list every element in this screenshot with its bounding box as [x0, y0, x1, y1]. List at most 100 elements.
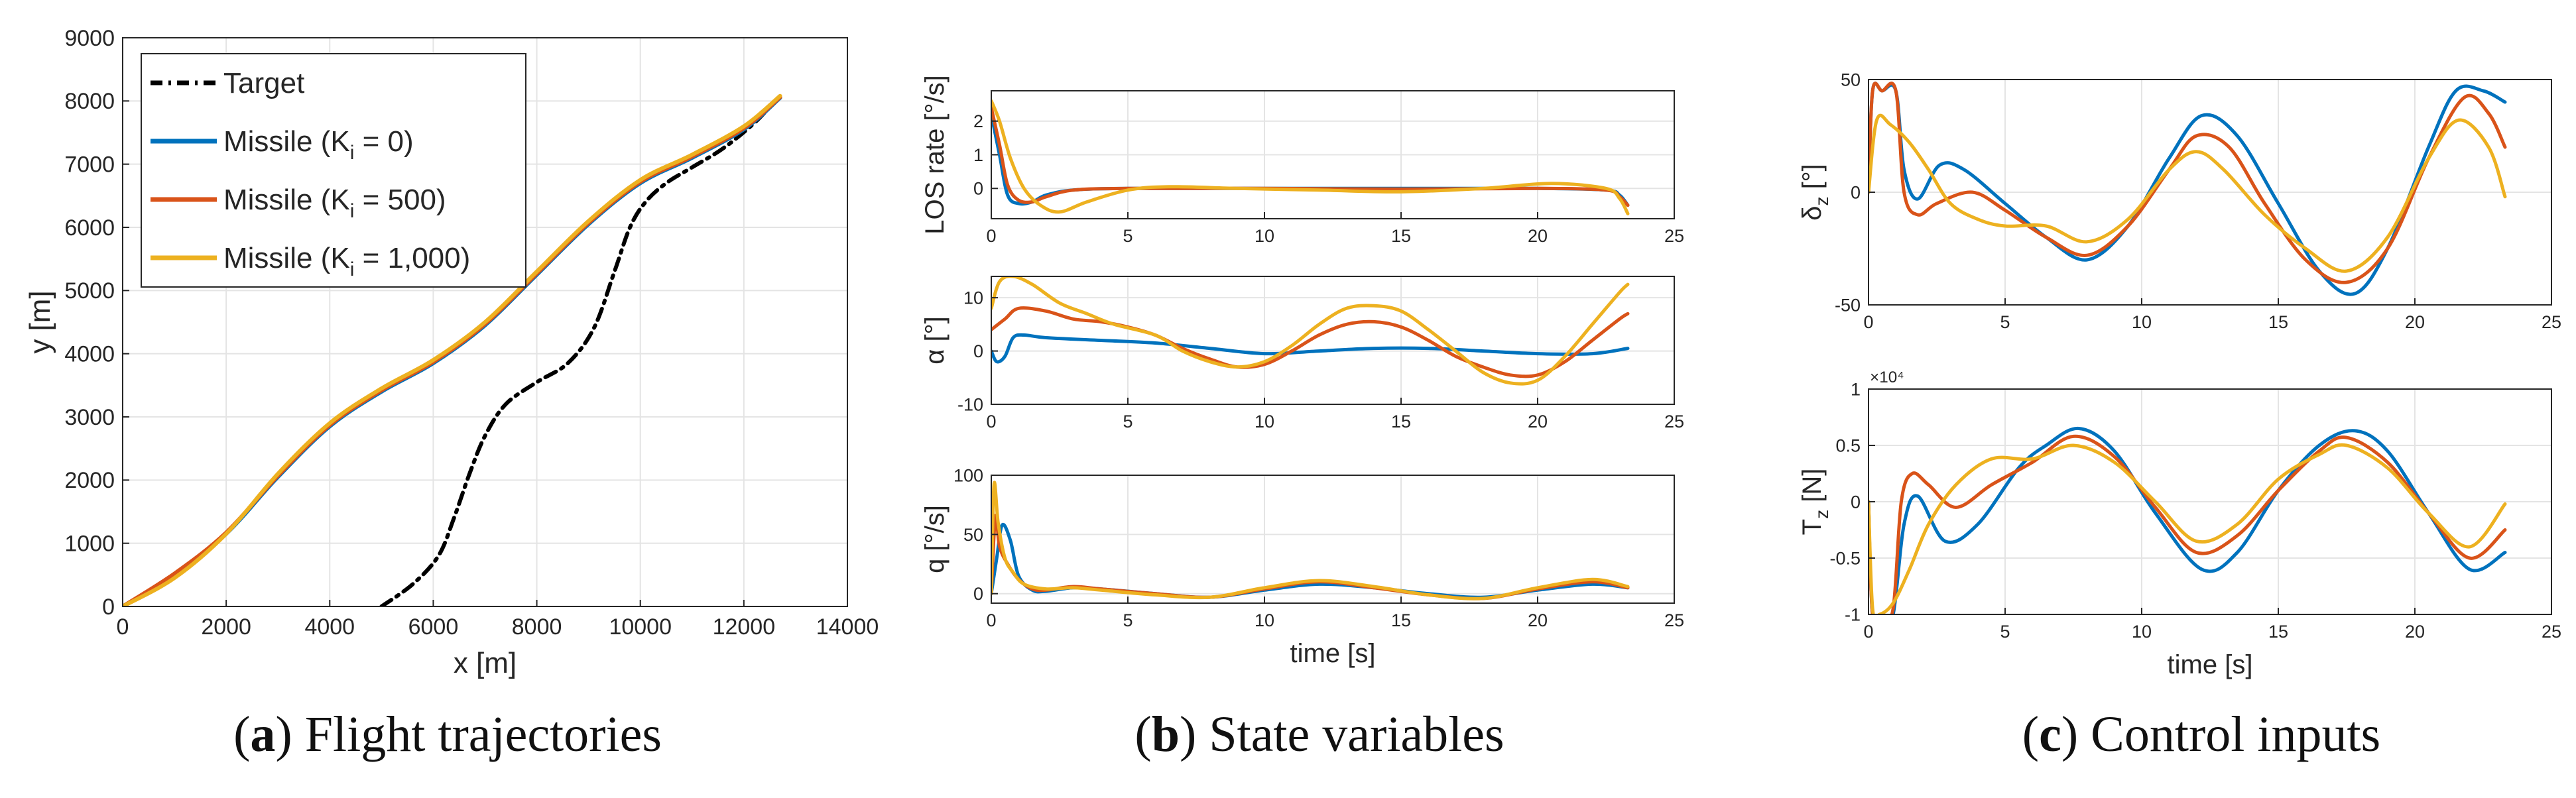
- x-tick-label: 4000: [304, 614, 355, 640]
- x-tick-label: 8000: [512, 614, 562, 640]
- axes-frame: [991, 475, 1675, 604]
- x-tick-label: 20: [2405, 312, 2425, 332]
- caption-a: (a) Flight trajectories: [233, 707, 662, 762]
- x-tick-label: 15: [1391, 610, 1411, 630]
- x-tick-label: 0: [1863, 312, 1873, 332]
- y-tick-label: 0: [1851, 492, 1861, 512]
- axes-frame: [991, 276, 1675, 405]
- x-tick-label: 10: [2132, 622, 2152, 642]
- x-tick-label: 5: [2000, 622, 2010, 642]
- y-axis-label: q [°/s]: [920, 505, 950, 573]
- legend-label-2: Missile (Ki = 500): [223, 184, 446, 222]
- legend: Target Missile (Ki = 0) Missile (Ki = 500)…: [141, 53, 526, 288]
- y-tick-label: 0: [102, 595, 115, 620]
- y-axis-label: LOS rate [°/s]: [920, 75, 950, 235]
- y-tick-label: 0: [973, 179, 983, 199]
- series-line-1: [1869, 82, 2507, 284]
- x-tick-label: 0: [1863, 622, 1873, 642]
- x-tick-label: 0: [986, 412, 996, 431]
- series-group: [1869, 426, 2507, 614]
- y-tick-label: 0.5: [1835, 435, 1861, 455]
- y-tick-label: 0: [973, 341, 983, 361]
- x-tick-label: 20: [2405, 622, 2425, 642]
- x-tick-label: 12000: [713, 614, 776, 640]
- y-tick-label: 10: [963, 288, 983, 308]
- series-line-3: [123, 93, 782, 606]
- x-tick-label: 5: [1123, 412, 1133, 431]
- x-tick-label: 5: [1123, 226, 1133, 246]
- x-tick-label: 0: [986, 226, 996, 246]
- x-tick-label: 0: [986, 610, 996, 630]
- y-tick-label: 6000: [64, 215, 115, 241]
- x-tick-label: 15: [2268, 312, 2288, 332]
- y-tick-label: 50: [1841, 70, 1861, 89]
- series-line-2: [991, 276, 1630, 386]
- y-tick-label: 1000: [64, 532, 115, 557]
- x-tick-label: 5: [2000, 312, 2010, 332]
- y-tick-label: -0.5: [1829, 548, 1861, 568]
- x-tick-label: 5: [1123, 610, 1133, 630]
- chart-panels: 0 2000 4000 6000 8000 10000 12000 1400001000200…: [24, 26, 2561, 679]
- y-axis-label: Tz [N]: [1798, 469, 1832, 536]
- caption-c: (c) Control inputs: [2022, 707, 2381, 762]
- axes-frame: [122, 37, 848, 607]
- y-tick-label: 8000: [64, 89, 115, 114]
- series-group: [123, 93, 782, 606]
- chart-tz: 0 5 10 15 20 25 -1 -0.5 0 0.5 1 ×10⁴ time [s] Tz [N]: [1798, 369, 2561, 679]
- y-tick-label: 2: [973, 111, 983, 131]
- x-tick-label: 10: [1255, 412, 1274, 431]
- x-axis-label: x [m]: [454, 647, 517, 679]
- y-tick-label: 7000: [64, 152, 115, 178]
- x-tick-label: 25: [2542, 622, 2561, 642]
- y-tick-label: 2000: [64, 468, 115, 493]
- x-tick-label: 15: [2268, 622, 2288, 642]
- x-tick-label: 0: [117, 614, 129, 640]
- x-axis-label: time [s]: [2168, 650, 2253, 679]
- y-tick-label: 1: [1851, 379, 1861, 399]
- x-tick-label: 25: [1664, 412, 1684, 431]
- legend-label-3: Missile (Ki = 1,000): [223, 242, 470, 280]
- x-tick-label: 25: [2542, 312, 2561, 332]
- x-tick-label: 10: [1255, 226, 1274, 246]
- series-group: [991, 99, 1630, 215]
- x-tick-label: 15: [1391, 226, 1411, 246]
- series-line-2: [1869, 443, 2507, 614]
- y-tick-label: 50: [963, 525, 983, 545]
- caption-b: (b) State variables: [1135, 707, 1504, 762]
- y-tick-label: 100: [953, 465, 983, 485]
- y-tick-label: -1: [1845, 604, 1861, 624]
- axis-exponent: ×10⁴: [1870, 369, 1904, 386]
- x-tick-label: 10: [1255, 610, 1274, 630]
- series-line-2: [1869, 113, 2507, 273]
- y-tick-label: 9000: [64, 26, 115, 51]
- x-tick-label: 20: [1528, 610, 1548, 630]
- legend-box: [141, 53, 526, 288]
- x-tick-label: 20: [1528, 226, 1548, 246]
- y-axis-label: α [°]: [920, 316, 950, 364]
- series-line-2: [991, 481, 1630, 600]
- chart-trajectories: 0 2000 4000 6000 8000 10000 12000 14000 0 1000 200…: [24, 26, 879, 679]
- y-tick-label: 5000: [64, 278, 115, 304]
- x-tick-label: 6000: [408, 614, 459, 640]
- legend-label-1: Missile (Ki = 0): [223, 125, 414, 164]
- y-axis-label: δz [°]: [1798, 164, 1832, 221]
- chart-q: 0 5 10 15 20 25 0 50 100 time [s] q [°/s]: [920, 465, 1684, 668]
- y-tick-label: 1: [973, 145, 983, 165]
- series-group: [991, 481, 1630, 600]
- y-tick-label: 0: [973, 584, 983, 604]
- x-tick-label: 10000: [609, 614, 672, 640]
- y-tick-label: 4000: [64, 342, 115, 367]
- x-tick-label: 10: [2132, 312, 2152, 332]
- y-tick-label: -50: [1835, 295, 1861, 315]
- series-line-0: [379, 99, 777, 606]
- series-line-1: [991, 306, 1630, 378]
- series-line-2: [991, 99, 1630, 215]
- y-tick-label: -10: [957, 394, 983, 414]
- series-group: [1869, 82, 2507, 296]
- x-tick-label: 20: [1528, 412, 1548, 431]
- series-line-1: [1869, 434, 2507, 614]
- x-tick-label: 25: [1664, 226, 1684, 246]
- y-tick-label: 0: [1851, 182, 1861, 202]
